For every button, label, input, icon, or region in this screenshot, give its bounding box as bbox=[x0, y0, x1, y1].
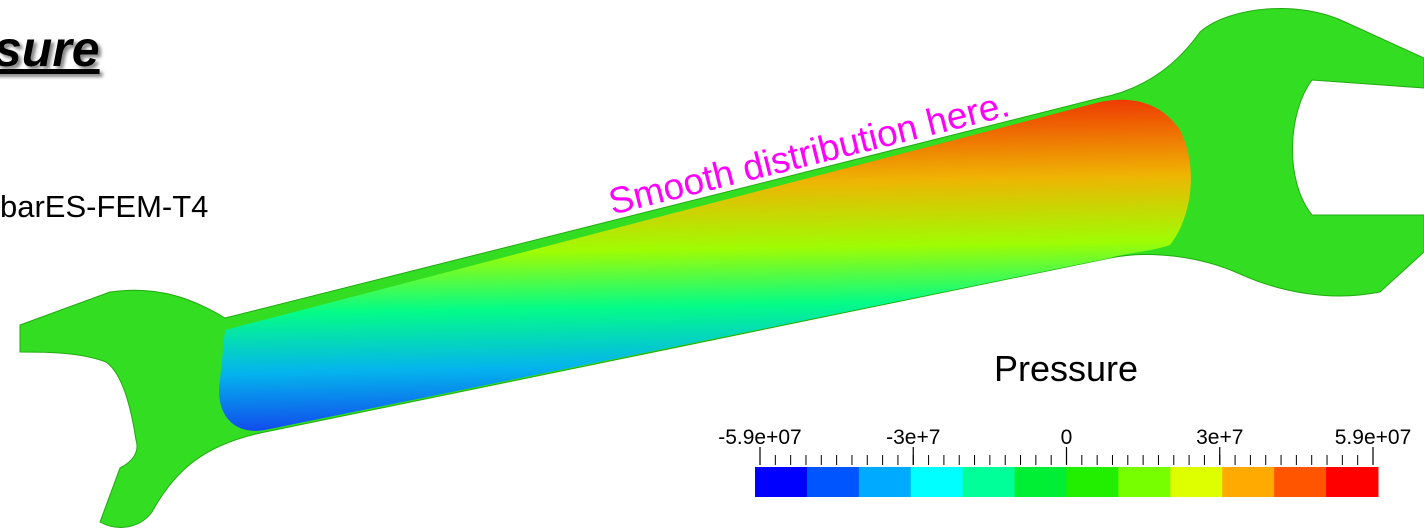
colorbar-segment bbox=[1222, 467, 1275, 497]
colorbar-tick-label: 5.9e+07 bbox=[1335, 426, 1412, 449]
stress-band bbox=[219, 99, 1191, 431]
colorbar-segment bbox=[1118, 467, 1171, 497]
colorbar-segment bbox=[1014, 467, 1067, 497]
colorbar-segment bbox=[1274, 467, 1327, 497]
colorbar-tick-label: 0 bbox=[1061, 426, 1073, 449]
colorbar-segment bbox=[755, 467, 808, 497]
method-label: barES-FEM-T4 bbox=[0, 189, 208, 224]
colorbar-tick-label: -5.9e+07 bbox=[718, 426, 802, 449]
colorbar-title: Pressure bbox=[994, 348, 1138, 389]
colorbar-tick-label: 3e+7 bbox=[1196, 426, 1243, 449]
colorbar-segment bbox=[910, 467, 964, 497]
colorbar-segment bbox=[1066, 467, 1119, 497]
colorbar-segment bbox=[1170, 467, 1223, 497]
colorbar-tick-label: -3e+7 bbox=[886, 426, 940, 449]
colorbar-segment bbox=[962, 467, 1016, 497]
slide-title: sure bbox=[0, 21, 100, 77]
colorbar-segment bbox=[858, 467, 912, 497]
colorbar-segment bbox=[1326, 467, 1379, 497]
colorbar-segment bbox=[806, 467, 860, 497]
colorbar: -5.9e+07 -3e+7 0 3e+7 5.9e+07 bbox=[718, 426, 1411, 497]
